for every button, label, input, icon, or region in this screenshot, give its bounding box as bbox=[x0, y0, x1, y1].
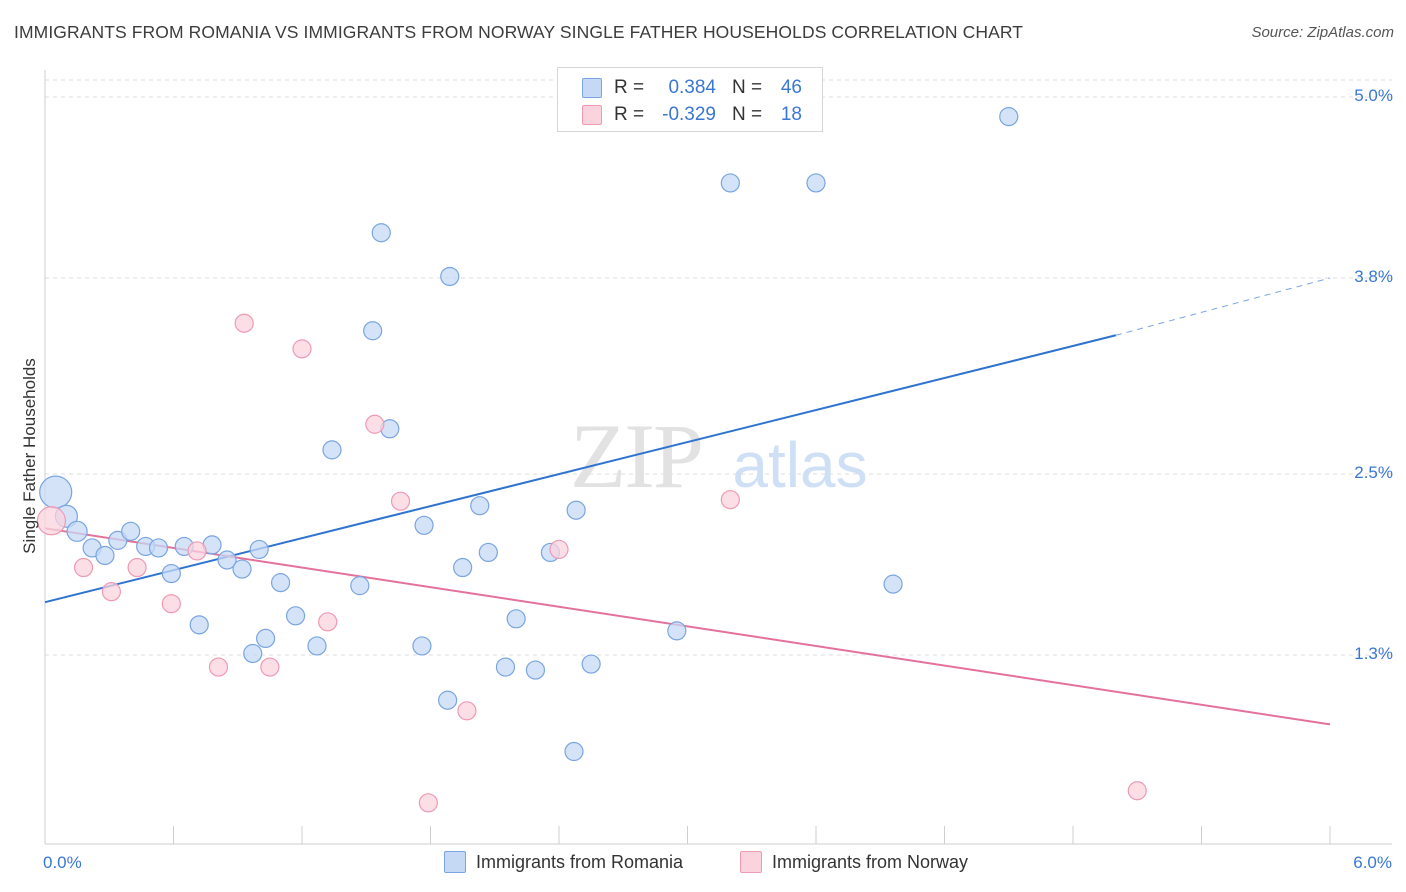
point-romania bbox=[243, 643, 263, 664]
point-romania bbox=[189, 615, 209, 635]
point-norway bbox=[1127, 781, 1147, 801]
watermark: ZIP atlas bbox=[570, 405, 868, 507]
trend-line-romania-extension bbox=[1115, 277, 1331, 336]
romania-swatch bbox=[582, 78, 602, 98]
point-romania bbox=[440, 266, 460, 287]
point-romania bbox=[39, 475, 73, 509]
point-romania bbox=[566, 500, 586, 520]
point-romania bbox=[255, 628, 276, 649]
point-romania bbox=[66, 520, 88, 542]
y-tick-label: 2.5% bbox=[1354, 463, 1393, 483]
point-norway bbox=[549, 539, 569, 560]
x-tick-label: 6.0% bbox=[1353, 853, 1392, 872]
watermark-zip: ZIP bbox=[570, 405, 702, 507]
point-romania bbox=[363, 321, 383, 341]
legend-item-norway[interactable]: Immigrants from Norway bbox=[740, 851, 968, 873]
point-norway bbox=[390, 491, 411, 511]
romania-swatch bbox=[444, 851, 466, 873]
legend-label-romania: Immigrants from Romania bbox=[476, 851, 684, 872]
correlation-legend: R = 0.384 N = 46 R = -0.329 N = 18 bbox=[557, 67, 823, 132]
point-norway bbox=[292, 339, 312, 359]
point-romania bbox=[506, 609, 526, 629]
point-norway bbox=[457, 701, 477, 721]
r-value: 0.384 bbox=[668, 77, 716, 98]
point-romania bbox=[581, 654, 601, 674]
point-romania bbox=[161, 563, 181, 584]
point-romania bbox=[270, 573, 291, 593]
point-norway bbox=[234, 313, 254, 333]
point-romania bbox=[478, 542, 498, 563]
n-label: N = bbox=[732, 104, 763, 125]
point-norway bbox=[418, 793, 438, 813]
point-romania bbox=[438, 690, 458, 710]
point-norway bbox=[208, 657, 229, 677]
y-tick-label: 1.3% bbox=[1354, 644, 1393, 663]
point-romania bbox=[148, 538, 169, 558]
point-romania bbox=[806, 173, 826, 193]
point-romania bbox=[249, 539, 269, 560]
point-romania bbox=[285, 606, 306, 626]
data-points bbox=[36, 107, 1147, 813]
point-norway bbox=[73, 557, 94, 578]
source-label: Source: ZipAtlas.com bbox=[1251, 24, 1394, 41]
point-norway bbox=[187, 541, 207, 561]
point-norway bbox=[127, 557, 147, 578]
y-tick-label: 5.0% bbox=[1354, 86, 1393, 105]
point-norway bbox=[365, 414, 385, 434]
point-romania bbox=[371, 223, 391, 243]
legend-row-romania: R = 0.384 N = 46 bbox=[582, 76, 802, 100]
n-value: 46 bbox=[780, 77, 802, 98]
legend-row-norway: R = -0.329 N = 18 bbox=[582, 103, 802, 127]
x-tick-label: 0.0% bbox=[43, 853, 82, 872]
r-label: R = bbox=[614, 104, 645, 125]
point-romania bbox=[453, 557, 473, 578]
axes bbox=[44, 70, 1392, 845]
point-romania bbox=[307, 636, 327, 656]
legend-item-romania[interactable]: Immigrants from Romania bbox=[444, 851, 683, 873]
n-value: 18 bbox=[780, 104, 802, 125]
point-romania bbox=[217, 550, 237, 570]
point-romania bbox=[495, 657, 516, 677]
trend-line-norway bbox=[44, 527, 1331, 726]
series-legend: Immigrants from Romania Immigrants from … bbox=[0, 851, 1406, 877]
point-norway bbox=[101, 582, 121, 602]
n-label: N = bbox=[732, 77, 763, 98]
point-romania bbox=[525, 660, 546, 680]
point-norway bbox=[36, 506, 67, 536]
point-romania bbox=[95, 545, 115, 566]
norway-swatch bbox=[582, 105, 602, 125]
point-romania bbox=[350, 576, 370, 596]
point-romania bbox=[470, 496, 490, 516]
chart-title: IMMIGRANTS FROM ROMANIA VS IMMIGRANTS FR… bbox=[14, 22, 1024, 42]
point-romania bbox=[232, 559, 252, 579]
point-romania bbox=[414, 515, 434, 535]
watermark-atlas: atlas bbox=[732, 429, 867, 501]
point-romania bbox=[667, 621, 687, 641]
point-romania bbox=[999, 107, 1019, 127]
y-axis-title: Single Father Households bbox=[20, 358, 39, 554]
point-norway bbox=[318, 612, 338, 632]
point-romania bbox=[564, 741, 584, 762]
trend-line-romania bbox=[44, 334, 1117, 604]
point-romania bbox=[121, 521, 141, 541]
r-label: R = bbox=[614, 77, 645, 98]
r-value: -0.329 bbox=[662, 104, 716, 125]
norway-swatch bbox=[740, 851, 762, 873]
point-romania bbox=[322, 440, 342, 460]
point-romania bbox=[412, 636, 432, 656]
point-romania bbox=[883, 574, 903, 594]
point-romania bbox=[720, 173, 740, 193]
point-norway bbox=[720, 490, 740, 510]
point-norway bbox=[260, 657, 280, 677]
point-norway bbox=[161, 594, 181, 614]
legend-label-norway: Immigrants from Norway bbox=[772, 851, 969, 872]
y-tick-label: 3.8% bbox=[1354, 266, 1393, 286]
